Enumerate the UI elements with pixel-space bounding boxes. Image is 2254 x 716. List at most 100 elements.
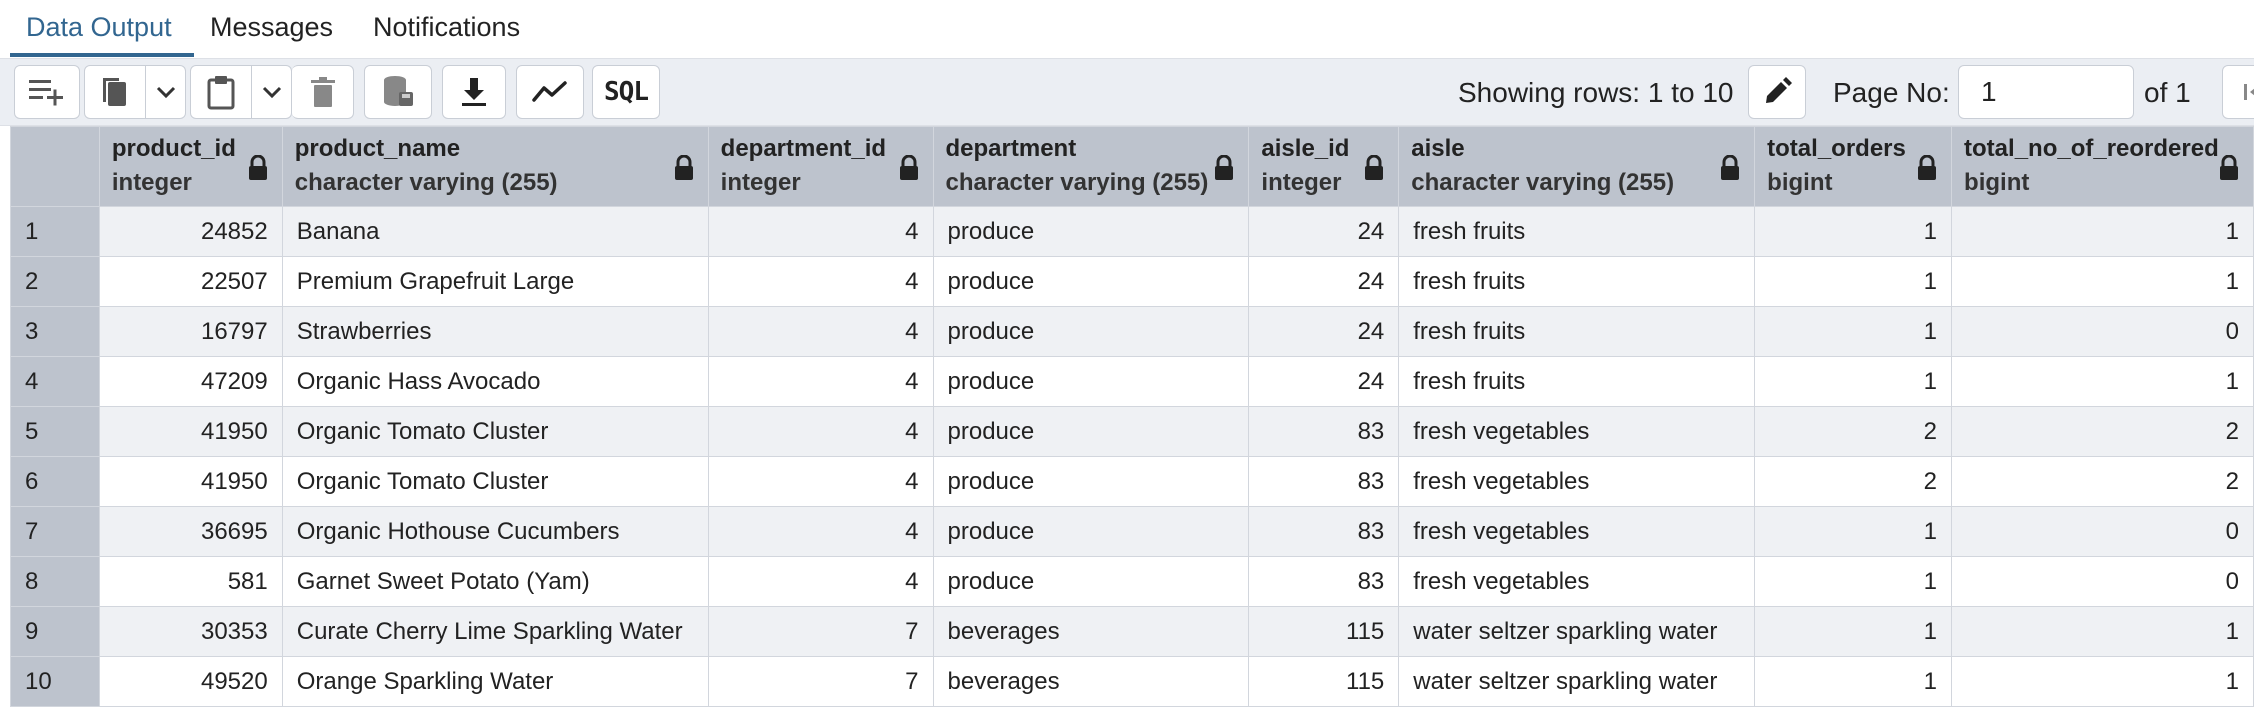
cell-department-id[interactable]: 4 — [707, 456, 934, 507]
cell-product-id[interactable]: 581 — [98, 556, 283, 607]
cell-aisle-id[interactable]: 115 — [1248, 656, 1400, 707]
cell-total-orders[interactable]: 1 — [1754, 656, 1953, 707]
cell-total-orders[interactable]: 1 — [1754, 356, 1953, 407]
column-header[interactable]: total_no_of_reordered bigint — [1951, 126, 2254, 207]
cell-department[interactable]: beverages — [932, 656, 1250, 707]
cell-total-orders[interactable]: 1 — [1754, 306, 1953, 357]
row-number[interactable]: 2 — [10, 256, 100, 307]
select-all-cell[interactable] — [10, 126, 100, 207]
cell-product-name[interactable]: Organic Hothouse Cucumbers — [281, 506, 709, 557]
delete-row-button[interactable] — [292, 65, 354, 119]
cell-total-reordered[interactable]: 1 — [1951, 256, 2254, 307]
table-row[interactable]: 4 47209 Organic Hass Avocado 4 produce 2… — [10, 356, 2254, 407]
cell-department[interactable]: produce — [932, 356, 1250, 407]
cell-aisle-id[interactable]: 83 — [1248, 406, 1400, 457]
page-number-input[interactable] — [1958, 65, 2134, 119]
cell-department[interactable]: produce — [932, 406, 1250, 457]
cell-department[interactable]: produce — [932, 456, 1250, 507]
cell-department[interactable]: beverages — [932, 606, 1250, 657]
cell-product-name[interactable]: Organic Hass Avocado — [281, 356, 709, 407]
table-row[interactable]: 10 49520 Orange Sparkling Water 7 bevera… — [10, 656, 2254, 707]
cell-product-name[interactable]: Garnet Sweet Potato (Yam) — [281, 556, 709, 607]
column-header[interactable]: product_name character varying (255) — [281, 126, 709, 207]
cell-product-name[interactable]: Orange Sparkling Water — [281, 656, 709, 707]
copy-button[interactable] — [84, 65, 146, 119]
cell-total-orders[interactable]: 2 — [1754, 456, 1953, 507]
sql-button[interactable]: SQL — [592, 65, 660, 119]
column-header[interactable]: aisle character varying (255) — [1398, 126, 1756, 207]
cell-product-id[interactable]: 41950 — [98, 456, 283, 507]
cell-product-id[interactable]: 41950 — [98, 406, 283, 457]
column-header[interactable]: total_orders bigint — [1754, 126, 1953, 207]
cell-product-id[interactable]: 22507 — [98, 256, 283, 307]
cell-total-reordered[interactable]: 1 — [1951, 656, 2254, 707]
cell-aisle[interactable]: fresh fruits — [1398, 356, 1756, 407]
cell-aisle[interactable]: water seltzer sparkling water — [1398, 656, 1756, 707]
row-number[interactable]: 3 — [10, 306, 100, 357]
cell-total-reordered[interactable]: 0 — [1951, 506, 2254, 557]
cell-product-name[interactable]: Organic Tomato Cluster — [281, 456, 709, 507]
cell-department-id[interactable]: 4 — [707, 506, 934, 557]
cell-total-reordered[interactable]: 2 — [1951, 456, 2254, 507]
table-row[interactable]: 9 30353 Curate Cherry Lime Sparkling Wat… — [10, 606, 2254, 657]
copy-options-dropdown[interactable] — [146, 65, 186, 119]
row-number[interactable]: 1 — [10, 206, 100, 257]
cell-aisle-id[interactable]: 24 — [1248, 256, 1400, 307]
cell-total-reordered[interactable]: 1 — [1951, 206, 2254, 257]
column-header[interactable]: aisle_id integer — [1248, 126, 1400, 207]
cell-product-name[interactable]: Curate Cherry Lime Sparkling Water — [281, 606, 709, 657]
cell-total-orders[interactable]: 1 — [1754, 256, 1953, 307]
cell-aisle[interactable]: fresh fruits — [1398, 206, 1756, 257]
cell-aisle[interactable]: fresh fruits — [1398, 256, 1756, 307]
table-row[interactable]: 8 581 Garnet Sweet Potato (Yam) 4 produc… — [10, 556, 2254, 607]
cell-product-name[interactable]: Organic Tomato Cluster — [281, 406, 709, 457]
cell-product-name[interactable]: Premium Grapefruit Large — [281, 256, 709, 307]
table-row[interactable]: 1 24852 Banana 4 produce 24 fresh fruits… — [10, 206, 2254, 257]
row-number[interactable]: 4 — [10, 356, 100, 407]
row-number[interactable]: 10 — [10, 656, 100, 707]
column-header[interactable]: department character varying (255) — [932, 126, 1250, 207]
row-number[interactable]: 6 — [10, 456, 100, 507]
download-button[interactable] — [442, 65, 506, 119]
add-row-button[interactable] — [14, 65, 80, 119]
cell-aisle[interactable]: fresh vegetables — [1398, 456, 1756, 507]
tab-notifications[interactable]: Notifications — [373, 12, 521, 42]
table-row[interactable]: 7 36695 Organic Hothouse Cucumbers 4 pro… — [10, 506, 2254, 557]
cell-department[interactable]: produce — [932, 306, 1250, 357]
tab-messages[interactable]: Messages — [210, 12, 334, 42]
cell-department-id[interactable]: 4 — [707, 306, 934, 357]
cell-product-id[interactable]: 16797 — [98, 306, 283, 357]
cell-product-id[interactable]: 30353 — [98, 606, 283, 657]
cell-department[interactable]: produce — [932, 506, 1250, 557]
cell-product-name[interactable]: Banana — [281, 206, 709, 257]
cell-department-id[interactable]: 4 — [707, 406, 934, 457]
column-header[interactable]: product_id integer — [98, 126, 283, 207]
cell-aisle-id[interactable]: 83 — [1248, 556, 1400, 607]
cell-department-id[interactable]: 7 — [707, 656, 934, 707]
cell-product-name[interactable]: Strawberries — [281, 306, 709, 357]
cell-aisle-id[interactable]: 115 — [1248, 606, 1400, 657]
row-number[interactable]: 9 — [10, 606, 100, 657]
cell-department[interactable]: produce — [932, 206, 1250, 257]
cell-department-id[interactable]: 4 — [707, 356, 934, 407]
table-row[interactable]: 3 16797 Strawberries 4 produce 24 fresh … — [10, 306, 2254, 357]
cell-aisle[interactable]: fresh vegetables — [1398, 506, 1756, 557]
graph-visualiser-button[interactable] — [516, 65, 584, 119]
cell-total-reordered[interactable]: 1 — [1951, 606, 2254, 657]
cell-total-reordered[interactable]: 1 — [1951, 356, 2254, 407]
cell-total-orders[interactable]: 1 — [1754, 506, 1953, 557]
row-number[interactable]: 5 — [10, 406, 100, 457]
cell-aisle-id[interactable]: 24 — [1248, 306, 1400, 357]
cell-total-reordered[interactable]: 0 — [1951, 556, 2254, 607]
cell-aisle[interactable]: water seltzer sparkling water — [1398, 606, 1756, 657]
cell-department-id[interactable]: 4 — [707, 556, 934, 607]
row-number[interactable]: 7 — [10, 506, 100, 557]
cell-total-reordered[interactable]: 2 — [1951, 406, 2254, 457]
row-number[interactable]: 8 — [10, 556, 100, 607]
cell-aisle-id[interactable]: 83 — [1248, 456, 1400, 507]
paste-options-dropdown[interactable] — [252, 65, 292, 119]
cell-product-id[interactable]: 36695 — [98, 506, 283, 557]
table-row[interactable]: 5 41950 Organic Tomato Cluster 4 produce… — [10, 406, 2254, 457]
table-row[interactable]: 6 41950 Organic Tomato Cluster 4 produce… — [10, 456, 2254, 507]
cell-total-reordered[interactable]: 0 — [1951, 306, 2254, 357]
